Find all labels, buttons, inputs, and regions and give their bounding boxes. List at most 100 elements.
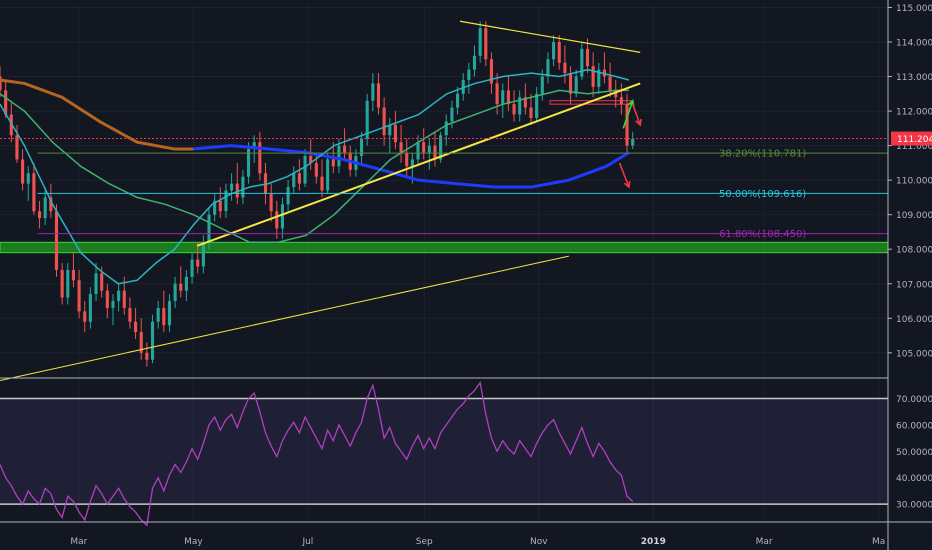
candle-body	[388, 124, 392, 136]
arrow-head-2	[623, 180, 631, 189]
moving-average-ma_long	[0, 78, 194, 151]
candle-body	[416, 142, 420, 160]
candle-body	[512, 104, 516, 115]
candle-body	[619, 97, 623, 105]
candle-body	[156, 307, 160, 322]
price-tick-label: 105.000	[896, 349, 932, 359]
candle-body	[235, 183, 239, 198]
trendline-2	[459, 20, 641, 53]
candle-body	[484, 28, 488, 60]
moving-average-ma_blue	[193, 144, 630, 189]
indicator-overlays	[0, 20, 888, 381]
fibonacci-levels: 38.20%(110.781) 50.00%(109.616) 61.80%(108…	[37, 149, 888, 240]
candle-body	[224, 190, 228, 212]
candle-body	[591, 66, 595, 87]
price-tick-label: 106.000	[896, 315, 932, 325]
candle-body	[241, 176, 245, 198]
candle-body	[467, 69, 471, 80]
candle-body	[134, 321, 138, 333]
candle-body	[427, 145, 431, 153]
candle-body	[139, 332, 143, 353]
candle-body	[150, 321, 155, 360]
candle-body	[280, 204, 284, 229]
candle-body	[523, 97, 527, 108]
candle-body	[506, 90, 510, 105]
candle-body	[184, 276, 188, 291]
candle-body	[343, 145, 347, 153]
candle-body	[518, 97, 522, 115]
price-tick-label: 113.000	[896, 73, 932, 83]
candle-body	[269, 193, 273, 212]
rsi-tick-label: 70.0000	[896, 395, 932, 405]
candle-body	[314, 162, 318, 177]
rsi-tick-label: 60.0000	[896, 421, 932, 431]
time-tick-label: Jul	[301, 537, 313, 547]
candle-body	[230, 183, 234, 191]
price-tick-label: 108.000	[896, 246, 932, 256]
rsi-tick-label: 30.0000	[896, 501, 932, 511]
candle-body	[585, 48, 590, 67]
moving-average-ma_short	[0, 68, 630, 285]
candle-body	[456, 93, 460, 108]
candle-body	[433, 145, 437, 160]
candle-body	[478, 28, 482, 56]
candle-body	[501, 90, 505, 105]
candle-body	[382, 107, 386, 136]
candle-body	[60, 269, 64, 298]
candle-body	[207, 214, 211, 243]
candle-body	[218, 200, 222, 212]
candle-body	[111, 301, 115, 308]
candle-body	[167, 301, 172, 326]
price-tick-label: 114.000	[896, 38, 932, 48]
candle-body	[461, 79, 465, 94]
fib-label: 50.00%(109.616)	[719, 189, 806, 200]
candle-body	[450, 107, 454, 122]
time-tick-label: Ma	[872, 537, 885, 547]
time-tick-label: Nov	[530, 537, 548, 547]
arrow-2	[618, 162, 630, 188]
candle-body	[83, 311, 87, 322]
candle-body	[292, 173, 296, 188]
candle-body	[574, 76, 578, 94]
candle-body	[303, 155, 307, 184]
candle-body	[190, 259, 194, 277]
candle-body	[495, 83, 499, 105]
candle-body	[275, 211, 279, 229]
rsi-line	[0, 381, 634, 527]
candle-body	[535, 93, 539, 118]
price-tick-label: 112.000	[896, 108, 932, 118]
candle-body	[546, 59, 550, 77]
arrow-head-1	[635, 118, 642, 127]
candle-body	[213, 200, 217, 215]
time-tick-label: Sep	[416, 537, 433, 547]
trendline-1	[196, 82, 641, 247]
candle-body	[88, 294, 92, 322]
candle-body	[286, 187, 290, 205]
candle-body	[614, 90, 618, 98]
fib-label: 61.80%(108.450)	[719, 229, 806, 240]
candle-body	[444, 121, 448, 136]
candle-body	[4, 90, 8, 115]
candle-body	[393, 124, 397, 143]
candle-body	[489, 59, 494, 84]
candle-body	[196, 259, 200, 267]
candle-body	[43, 197, 47, 219]
candle-body	[557, 41, 561, 63]
candle-body	[66, 269, 70, 298]
candle-body	[122, 290, 126, 308]
current-price-value: 111.204	[897, 135, 932, 145]
rsi-pane	[0, 377, 888, 527]
candle-body	[337, 145, 341, 167]
candle-body	[71, 269, 75, 281]
candle-body	[359, 138, 364, 156]
candle-body	[405, 152, 409, 167]
candle-body	[297, 173, 301, 184]
candle-body	[201, 242, 205, 267]
candle-body	[563, 62, 567, 74]
candle-body	[410, 159, 414, 167]
time-tick-label: May	[184, 537, 203, 547]
candle-body	[568, 73, 573, 94]
price-tick-label: 111.000	[896, 142, 932, 152]
candle-body	[117, 290, 121, 302]
